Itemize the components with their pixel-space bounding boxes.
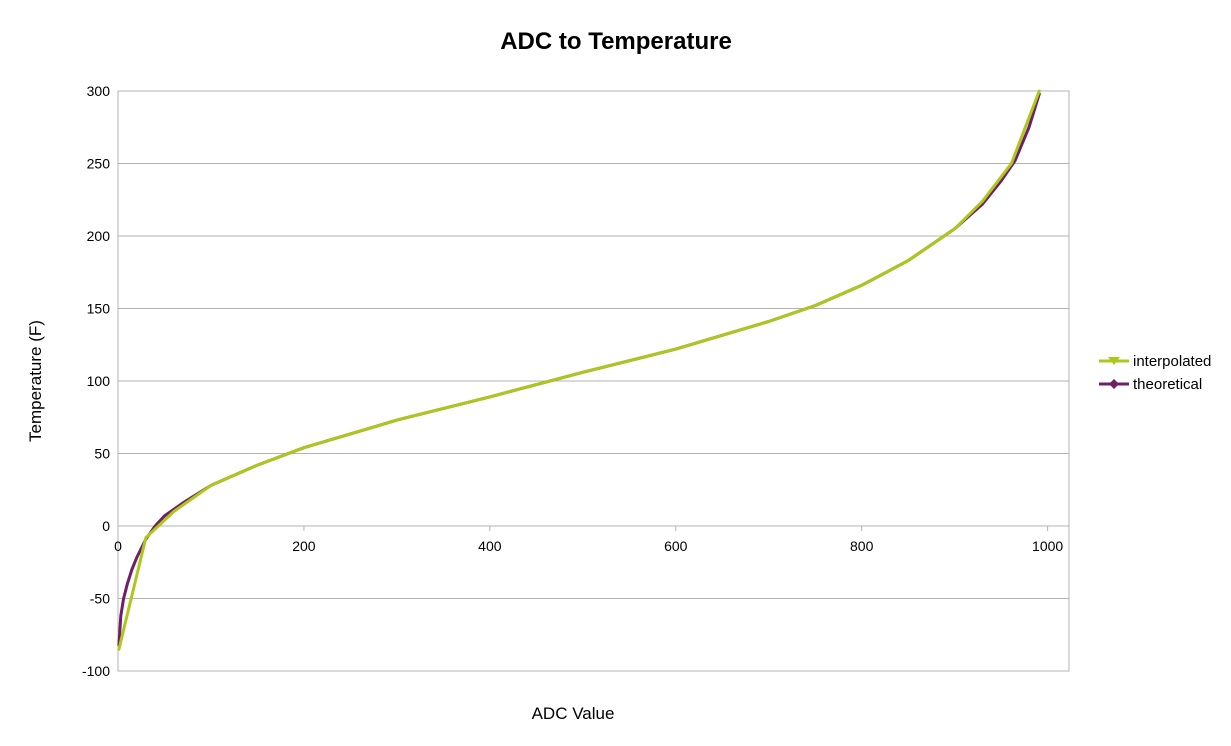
legend: interpolated theoretical xyxy=(1099,353,1211,393)
legend-label-theoretical: theoretical xyxy=(1133,376,1202,393)
x-tick-label: 600 xyxy=(664,538,688,554)
x-axis-label: ADC Value xyxy=(532,704,615,723)
series-lines xyxy=(117,89,1041,651)
y-tick-label: 0 xyxy=(102,518,110,534)
y-tick-label: 250 xyxy=(87,156,111,172)
plot-area-border xyxy=(117,90,1070,672)
diamond-icon xyxy=(1109,379,1119,389)
series-line-interpolated xyxy=(117,89,1041,651)
gridlines xyxy=(117,90,1069,672)
y-tick-label: -50 xyxy=(90,591,110,607)
tick-labels: -100 -50 0 50 100 150 200 250 300 0 200 400 600 800 10… xyxy=(82,83,1063,679)
triangle-down-icon xyxy=(1108,357,1120,365)
legend-label-interpolated: interpolated xyxy=(1133,353,1211,370)
x-tick-label: 800 xyxy=(850,538,874,554)
y-tick-label: -100 xyxy=(82,663,110,679)
y-axis-label: Temperature (F) xyxy=(26,320,45,442)
y-tick-label: 150 xyxy=(87,301,111,317)
x-tick-label: 400 xyxy=(478,538,502,554)
chart-title: ADC to Temperature xyxy=(500,28,732,55)
y-tick-label: 100 xyxy=(87,373,111,389)
x-tick-label: 200 xyxy=(292,538,316,554)
series-line-theoretical xyxy=(117,92,1041,647)
x-tick-label: 0 xyxy=(114,538,122,554)
y-tick-label: 50 xyxy=(94,446,110,462)
x-tick-label: 1000 xyxy=(1032,538,1063,554)
y-tick-label: 200 xyxy=(87,228,111,244)
y-tick-label: 300 xyxy=(87,83,111,99)
